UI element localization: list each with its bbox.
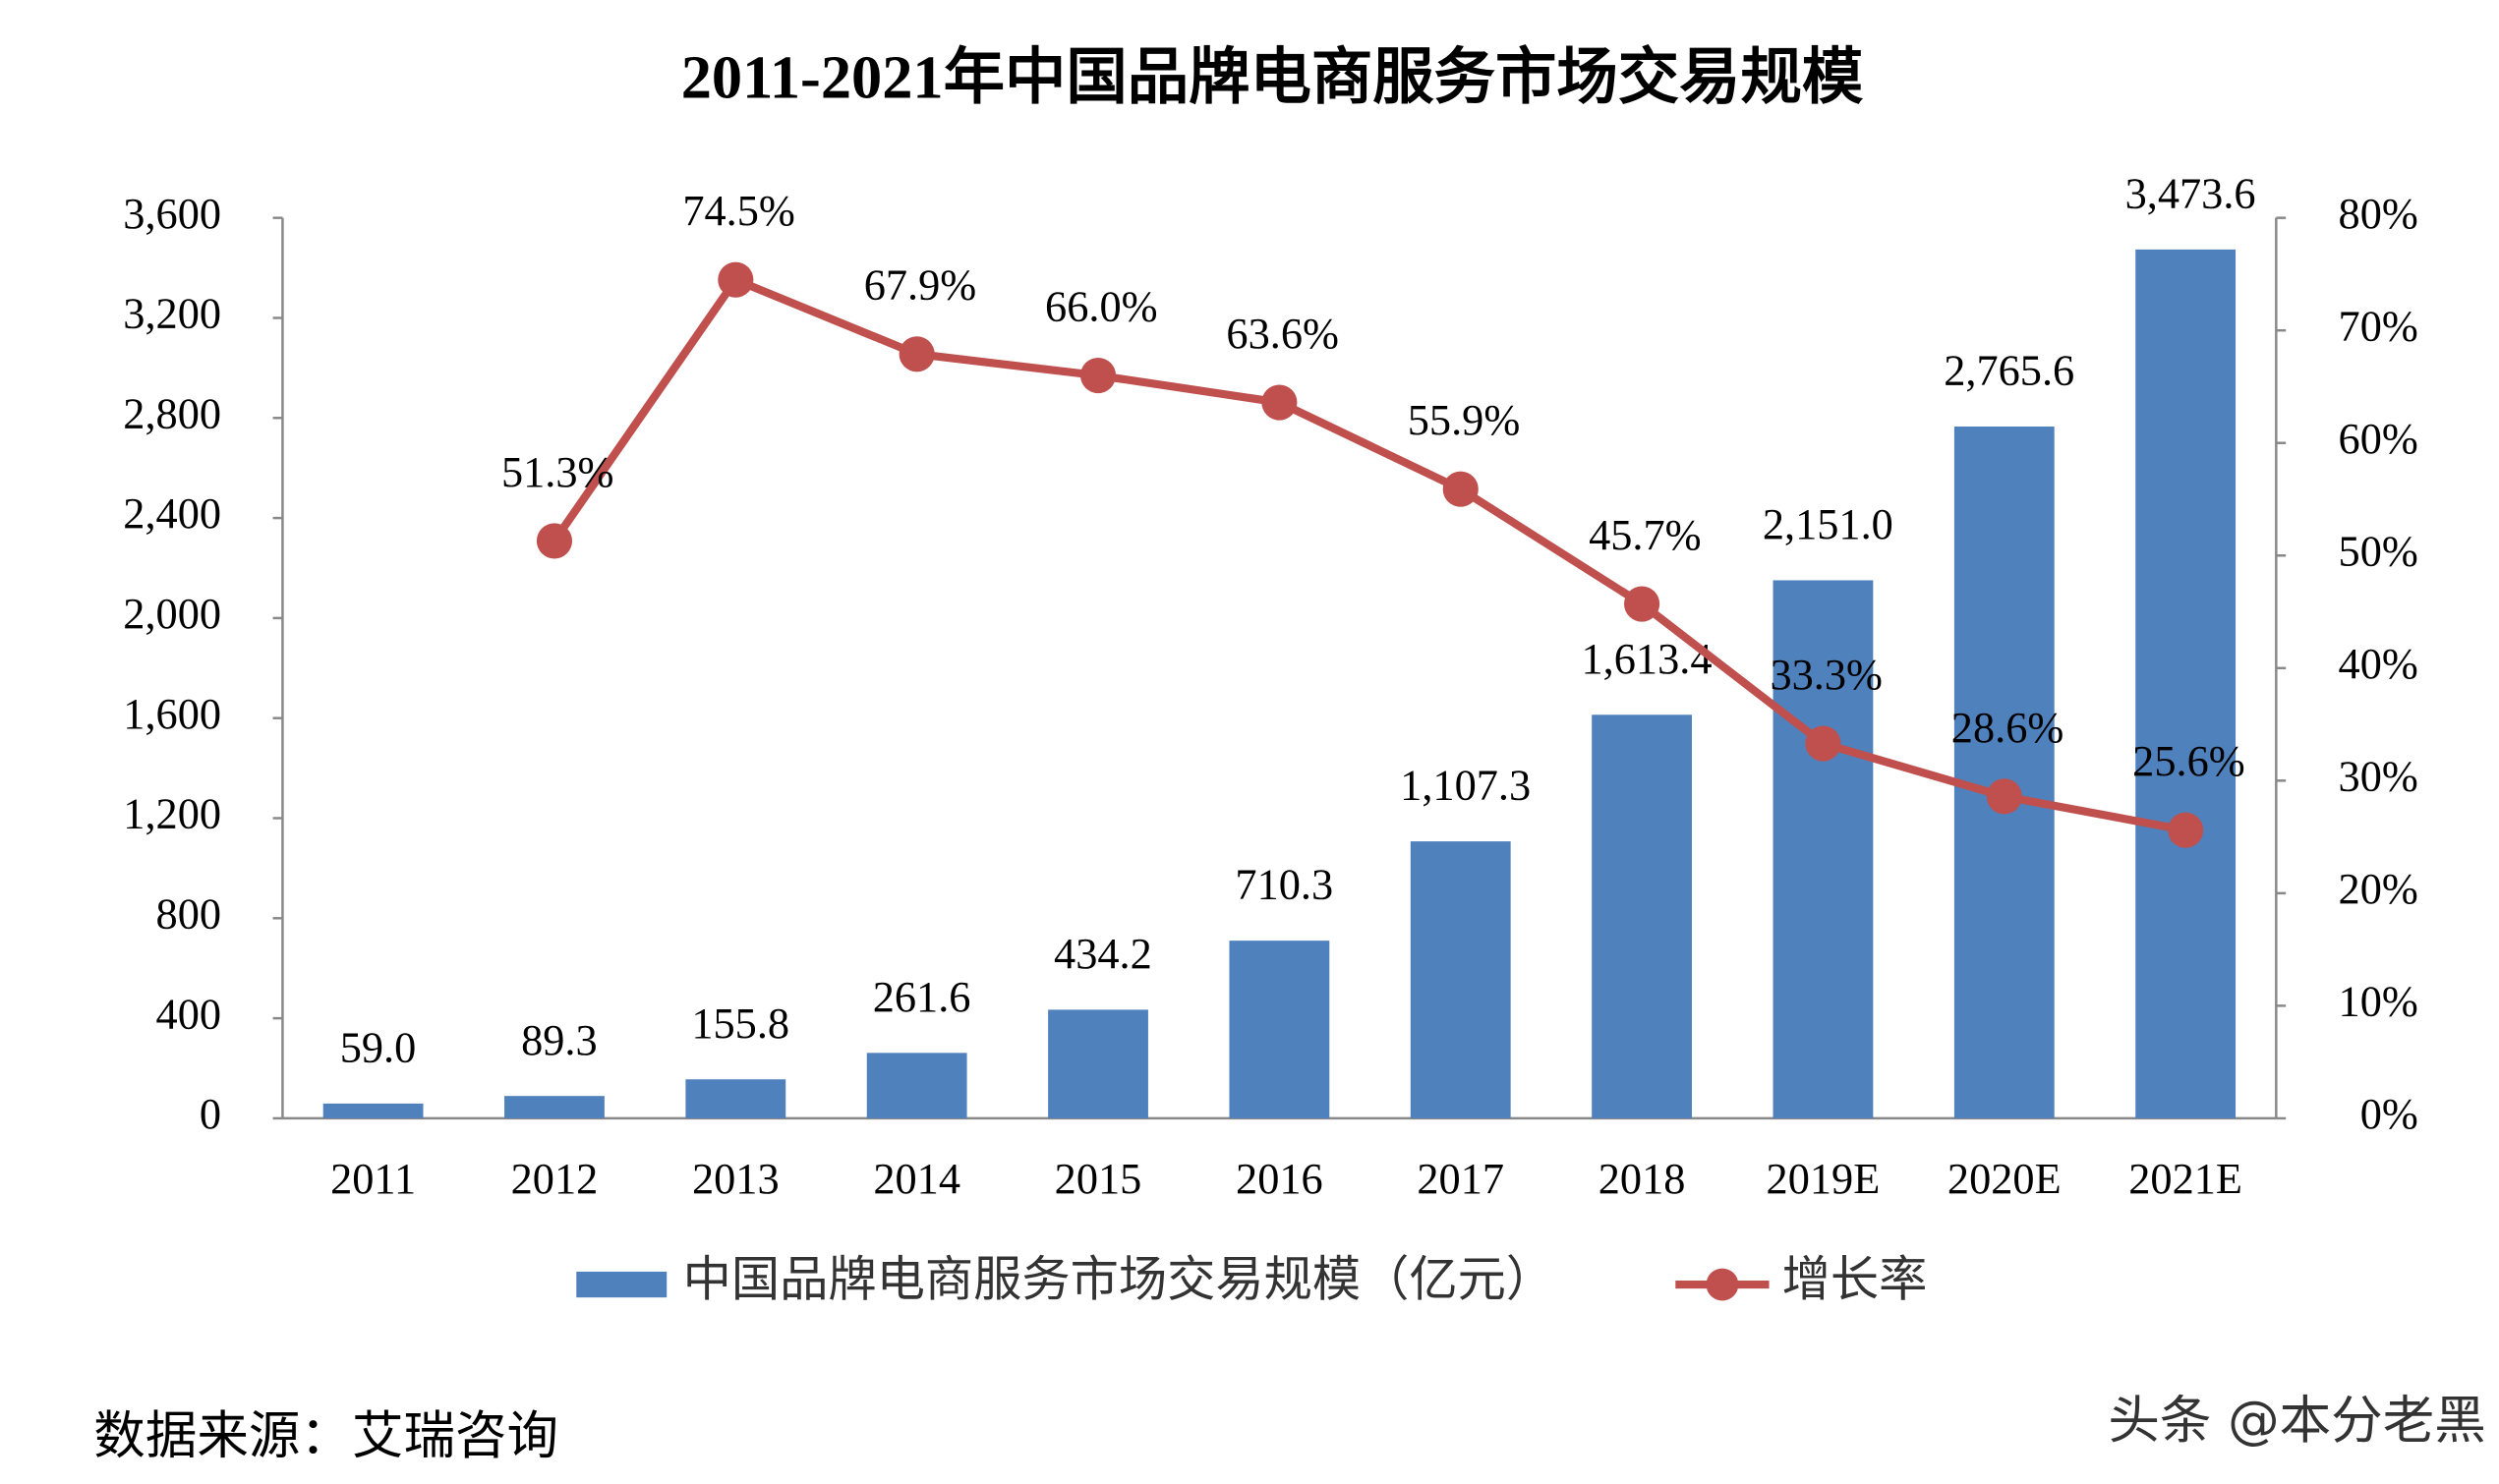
- line-point: [718, 261, 754, 298]
- y-tick-label: 2,000: [123, 589, 221, 638]
- y-tick-label: 400: [156, 989, 222, 1038]
- line-point: [2168, 812, 2204, 848]
- x-tick-label: 2012: [511, 1154, 599, 1203]
- line-point: [1079, 357, 1117, 394]
- y2-tick-label: 10%: [2339, 977, 2418, 1026]
- data-label: 434.2: [1054, 929, 1152, 978]
- data-label: 66.0%: [1045, 282, 1158, 331]
- bar: [1410, 841, 1511, 1118]
- y-tick-label: 0: [200, 1089, 221, 1138]
- data-label: 710.3: [1235, 860, 1333, 909]
- bar: [322, 1103, 424, 1118]
- data-label: 59.0: [340, 1023, 417, 1072]
- data-label: 2,151.0: [1763, 499, 1893, 548]
- y-tick-label: 3,600: [123, 189, 221, 238]
- data-label: 63.6%: [1226, 309, 1339, 358]
- y2-tick-label: 50%: [2339, 526, 2418, 575]
- bar: [685, 1079, 786, 1118]
- data-label: 33.3%: [1770, 650, 1883, 699]
- y2-tick-label: 70%: [2339, 301, 2418, 350]
- chart-title: 2011-2021年中国品牌电商服务市场交易规模: [681, 44, 1864, 112]
- data-label: 261.6: [873, 972, 971, 1021]
- data-label: 89.3: [521, 1015, 598, 1064]
- line-point: [1442, 471, 1479, 507]
- data-label: 3,473.6: [2125, 168, 2256, 217]
- data-label: 155.8: [691, 999, 789, 1048]
- y2-tick-label: 20%: [2339, 864, 2418, 913]
- x-tick-label: 2021E: [2128, 1154, 2242, 1203]
- bar: [2135, 249, 2237, 1118]
- y-tick-label: 3,200: [123, 289, 221, 338]
- line-point: [1624, 586, 1660, 622]
- data-label: 67.9%: [864, 260, 977, 310]
- source-note: 数据来源：艾瑞咨询: [93, 1407, 558, 1464]
- data-label: 45.7%: [1589, 510, 1702, 559]
- bar: [866, 1053, 967, 1118]
- x-tick-label: 2019E: [1767, 1154, 1881, 1203]
- y2-tick-label: 30%: [2339, 751, 2418, 800]
- line-point: [1805, 725, 1841, 762]
- bar: [1048, 1009, 1148, 1118]
- line-point: [536, 523, 573, 559]
- legend-swatch: [576, 1271, 668, 1298]
- x-tick-label: 2017: [1417, 1154, 1504, 1203]
- bar: [1592, 714, 1692, 1118]
- y2-tick-label: 80%: [2339, 189, 2418, 238]
- y-tick-label: 800: [156, 888, 222, 938]
- legend-label: 中国品牌电商服务市场交易规模（亿元）: [683, 1252, 1554, 1306]
- line-point: [1261, 384, 1298, 421]
- data-label: 55.9%: [1408, 395, 1521, 444]
- legend-swatch: [1706, 1268, 1739, 1301]
- bar: [504, 1096, 605, 1118]
- data-label: 51.3%: [501, 447, 614, 496]
- watermark: 头条 @本分老黑: [2108, 1391, 2485, 1451]
- y2-tick-label: 60%: [2339, 414, 2418, 463]
- data-label: 28.6%: [1951, 703, 2063, 752]
- x-tick-label: 2014: [873, 1154, 960, 1203]
- bar: [1953, 427, 2055, 1118]
- x-tick-label: 2011: [330, 1154, 416, 1203]
- bar: [1773, 580, 1874, 1118]
- data-label: 2,765.6: [1944, 346, 2074, 395]
- y-tick-label: 1,600: [123, 689, 221, 738]
- x-tick-label: 2016: [1236, 1154, 1323, 1203]
- data-label: 25.6%: [2132, 736, 2244, 785]
- legend-label: 增长率: [1782, 1252, 1928, 1306]
- x-tick-label: 2013: [692, 1154, 780, 1203]
- y2-tick-label: 0%: [2360, 1089, 2418, 1138]
- line-point: [899, 336, 935, 372]
- line-point: [1986, 778, 2022, 815]
- y-tick-label: 2,400: [123, 488, 221, 538]
- x-tick-label: 2015: [1055, 1154, 1142, 1203]
- data-label: 1,107.3: [1400, 761, 1531, 810]
- bar: [1229, 941, 1330, 1118]
- data-label: 74.5%: [682, 186, 795, 235]
- y2-tick-label: 40%: [2339, 639, 2418, 688]
- line: [551, 274, 2186, 834]
- y-tick-label: 1,200: [123, 789, 221, 838]
- x-tick-label: 2020E: [1947, 1154, 2062, 1203]
- y-tick-label: 2,800: [123, 388, 221, 437]
- x-tick-label: 2018: [1598, 1154, 1686, 1203]
